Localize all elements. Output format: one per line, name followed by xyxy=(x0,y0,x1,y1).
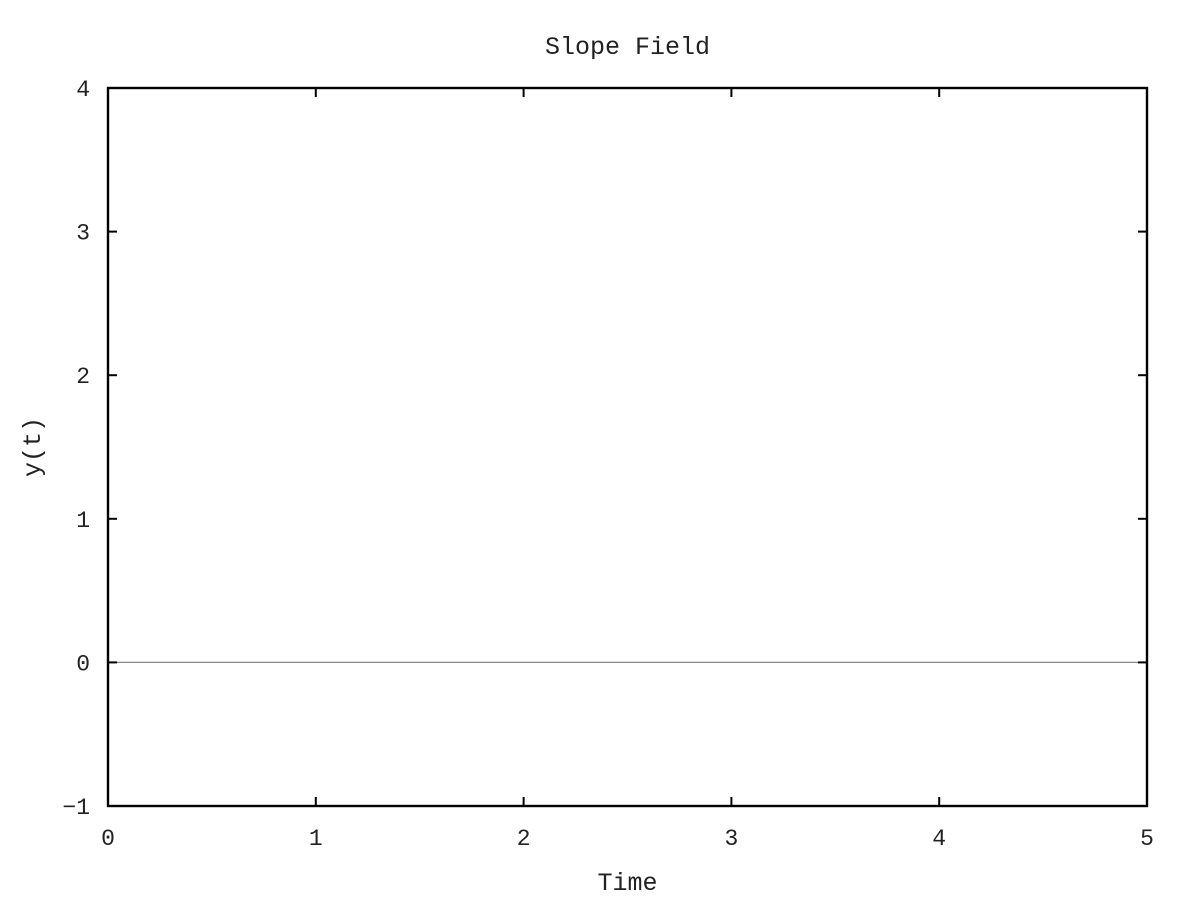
plot-area-frame xyxy=(106,86,1149,808)
y-tick-label: 0 xyxy=(76,651,90,677)
x-tick-label: 1 xyxy=(309,826,323,852)
x-tick-label: 0 xyxy=(101,826,115,852)
x-tick-label: 4 xyxy=(932,826,946,852)
chart-title: Slope Field xyxy=(545,33,710,62)
y-tick-label: 4 xyxy=(76,77,90,103)
x-axis-label: Time xyxy=(597,869,657,898)
y-tick-label: −1 xyxy=(62,795,90,821)
x-tick-label: 5 xyxy=(1140,826,1154,852)
y-tick-label: 1 xyxy=(76,508,90,534)
x-tick-label: 2 xyxy=(517,826,531,852)
y-tick-label: 2 xyxy=(76,364,90,390)
tick-marks xyxy=(108,88,1147,806)
x-tick-label: 3 xyxy=(724,826,738,852)
y-axis-label: y(t) xyxy=(19,417,48,477)
y-tick-label: 3 xyxy=(76,221,90,247)
tick-labels: 0 1 2 3 4 5 −1 0 1 2 3 4 xyxy=(62,77,1154,852)
